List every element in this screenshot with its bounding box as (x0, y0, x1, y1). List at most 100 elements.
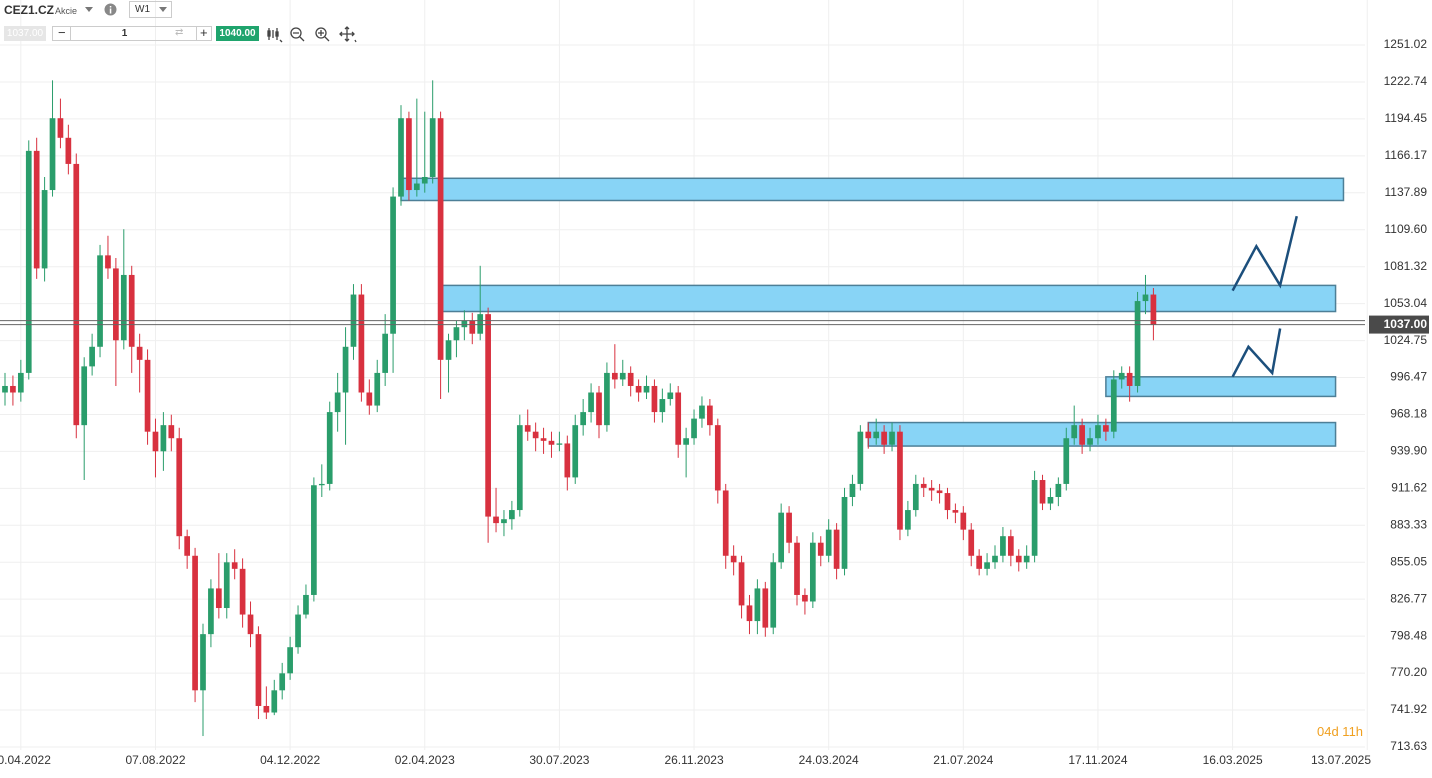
candle-body (509, 510, 515, 520)
candle-body (358, 294, 365, 393)
plus-button[interactable]: + (200, 25, 208, 40)
candle-body (659, 399, 666, 413)
candle-body (1103, 425, 1109, 432)
candle-body (200, 634, 206, 691)
toolbar: CEZ1.CZ Akcie W1 1037.00 − 1 ⇄ + 1040.00 (0, 0, 365, 46)
candle-body (263, 705, 270, 713)
candle-body (255, 634, 262, 706)
candle-body (231, 562, 238, 569)
y-tick-label: 770.20 (1390, 665, 1427, 679)
candle-body (89, 346, 95, 367)
candle-body (786, 512, 792, 543)
y-tick-label: 968.18 (1390, 407, 1427, 421)
y-tick-label: 1024.75 (1384, 333, 1428, 347)
candle-body (477, 314, 484, 334)
candle-body (675, 392, 682, 445)
dropdown-arrow (159, 7, 167, 12)
swap-icon[interactable]: ⇄ (175, 27, 184, 38)
candle-body (1087, 438, 1093, 445)
candle-body (1071, 425, 1078, 439)
y-tick-label: 1053.04 (1384, 296, 1428, 310)
y-tick-label: 883.33 (1390, 517, 1427, 531)
zoom-in-button[interactable] (315, 27, 330, 42)
candle-body (144, 359, 151, 432)
candles (2, 80, 1157, 737)
candle-body (556, 443, 563, 445)
quantity-input[interactable]: − 1 ⇄ + (52, 25, 212, 41)
divider (70, 27, 71, 40)
candle-body (1118, 372, 1125, 380)
candle-body (168, 425, 175, 439)
candle-body (817, 542, 824, 556)
candle-body (635, 385, 642, 393)
candle-body (849, 483, 856, 497)
candle-body (984, 562, 990, 569)
candle-body (944, 493, 951, 511)
y-tick-label: 1194.45 (1385, 111, 1428, 125)
zone (867, 421, 1337, 447)
candle-body (746, 605, 753, 622)
candle-body (912, 483, 919, 511)
y-tick-label: 1166.17 (1385, 148, 1428, 162)
minus-button[interactable]: − (58, 25, 66, 40)
candle-body (952, 510, 959, 513)
candle-body (881, 431, 887, 445)
candle-body (113, 268, 119, 341)
candle-body (57, 118, 64, 138)
candle-body (429, 118, 436, 177)
candle-body (992, 555, 998, 563)
candle-body (382, 333, 389, 373)
symbol[interactable]: CEZ1.CZ (4, 3, 55, 17)
timeframe-select[interactable]: W1 (129, 1, 172, 18)
y-tick-label: 855.05 (1390, 554, 1427, 568)
candle-body (437, 118, 444, 360)
candle-body (619, 372, 626, 380)
candle-body (421, 176, 428, 184)
candle-body (802, 594, 808, 602)
chart-type-button[interactable] (267, 28, 283, 43)
x-tick-label: 17.11.2024 (1068, 753, 1127, 767)
candle-body (49, 118, 56, 191)
sell-button[interactable]: 1037.00 (4, 26, 46, 41)
candle-body (97, 255, 103, 347)
candle-body (1055, 483, 1062, 497)
y-tick-label: 798.48 (1390, 628, 1427, 642)
candle-body (279, 673, 286, 691)
asset-class: Akcie (55, 6, 78, 16)
zone (400, 177, 1345, 202)
y-tick-label: 996.47 (1390, 370, 1427, 384)
candle-body (160, 425, 167, 452)
quantity: 1 (121, 28, 128, 39)
candle-body (1007, 536, 1014, 556)
candle-body (889, 431, 895, 445)
zoom-out-button[interactable] (290, 27, 305, 42)
x-tick-label: 26.11.2023 (664, 753, 723, 767)
candle-body (485, 314, 491, 517)
candle-body (532, 431, 539, 439)
candle-body (722, 490, 729, 556)
candle-body (976, 555, 983, 569)
candle-body (239, 568, 246, 615)
x-tick-label: 13.07.2025 (1311, 753, 1371, 767)
candle-body (596, 392, 602, 426)
candle-body (1031, 480, 1038, 556)
symbol-dropdown[interactable] (84, 5, 94, 13)
candle-body (1150, 294, 1157, 325)
move-button[interactable] (339, 26, 357, 43)
buy-button[interactable]: 1040.00 (216, 26, 259, 41)
candle-body (326, 412, 333, 484)
info-button[interactable] (104, 3, 117, 16)
candle-body (683, 438, 689, 445)
candle-body (271, 690, 278, 713)
candle-body (604, 372, 610, 426)
zone (439, 284, 1337, 313)
candle-body (968, 529, 975, 556)
candle-body (461, 320, 468, 328)
candle-body (857, 431, 864, 484)
candle-body (445, 340, 452, 360)
candle-body (762, 588, 769, 628)
candle-body (897, 431, 903, 530)
x-tick-label: 21.07.2024 (933, 753, 993, 767)
candle-body (548, 440, 555, 445)
